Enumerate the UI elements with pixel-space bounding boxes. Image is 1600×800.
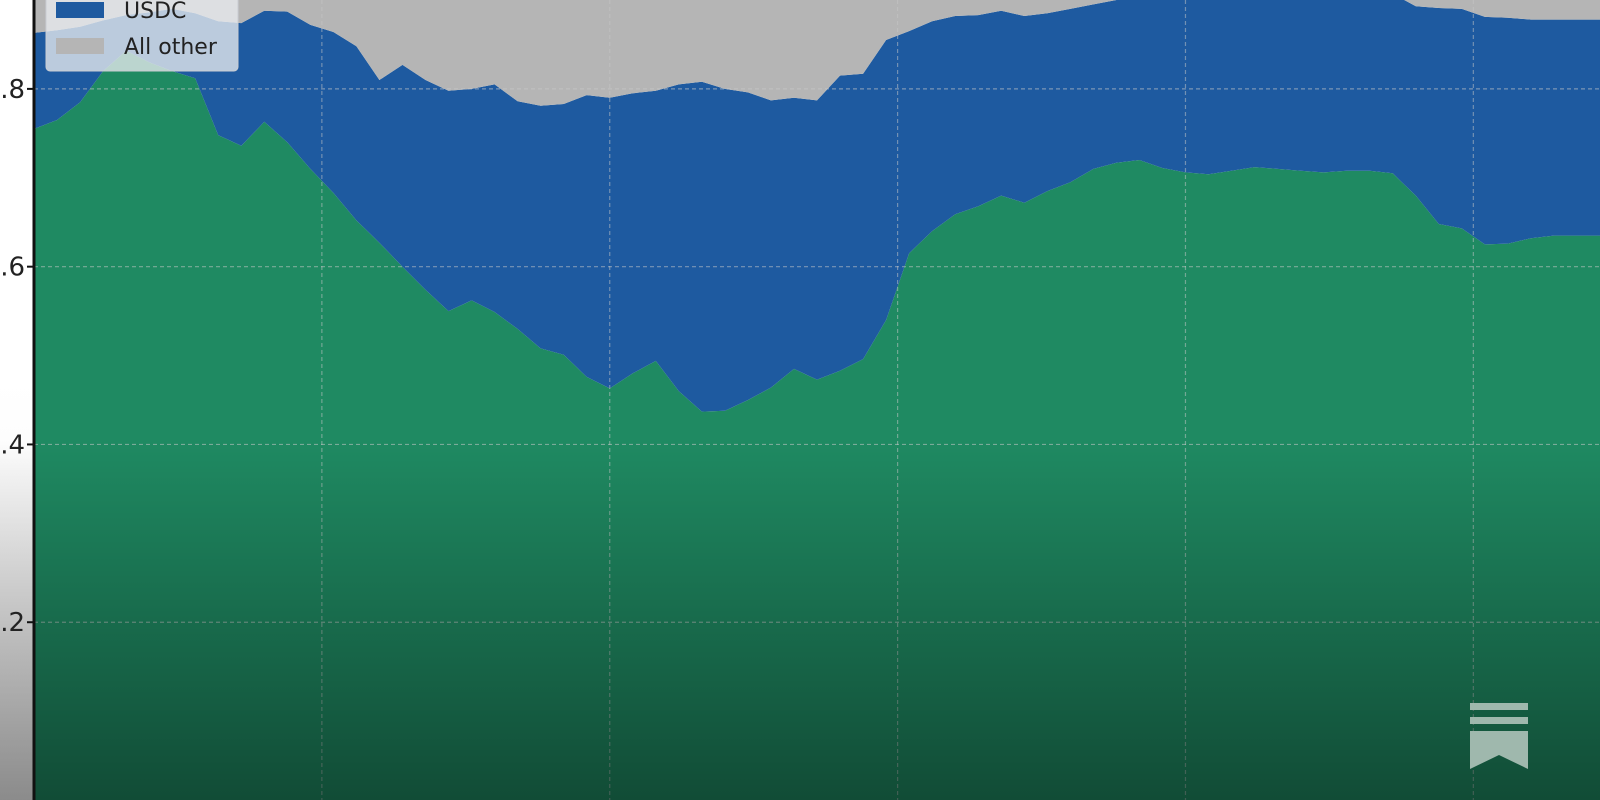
bookmark-icon [1470, 703, 1528, 769]
legend-label-all-other: All other [124, 35, 218, 60]
legend-swatch-usdc [56, 2, 104, 18]
left-margin-shade [0, 0, 34, 800]
y-tick-label-2: .6 [0, 253, 25, 283]
legend: USDC All other [45, 0, 239, 72]
y-ticks: .2 .4 .6 .8 [0, 75, 34, 638]
y-tick-label-1: .4 [0, 430, 25, 460]
legend-label-usdc: USDC [124, 0, 186, 24]
y-tick-label-0: .2 [0, 608, 25, 638]
legend-swatch-all-other [56, 38, 104, 54]
y-tick-label-3: .8 [0, 75, 25, 105]
